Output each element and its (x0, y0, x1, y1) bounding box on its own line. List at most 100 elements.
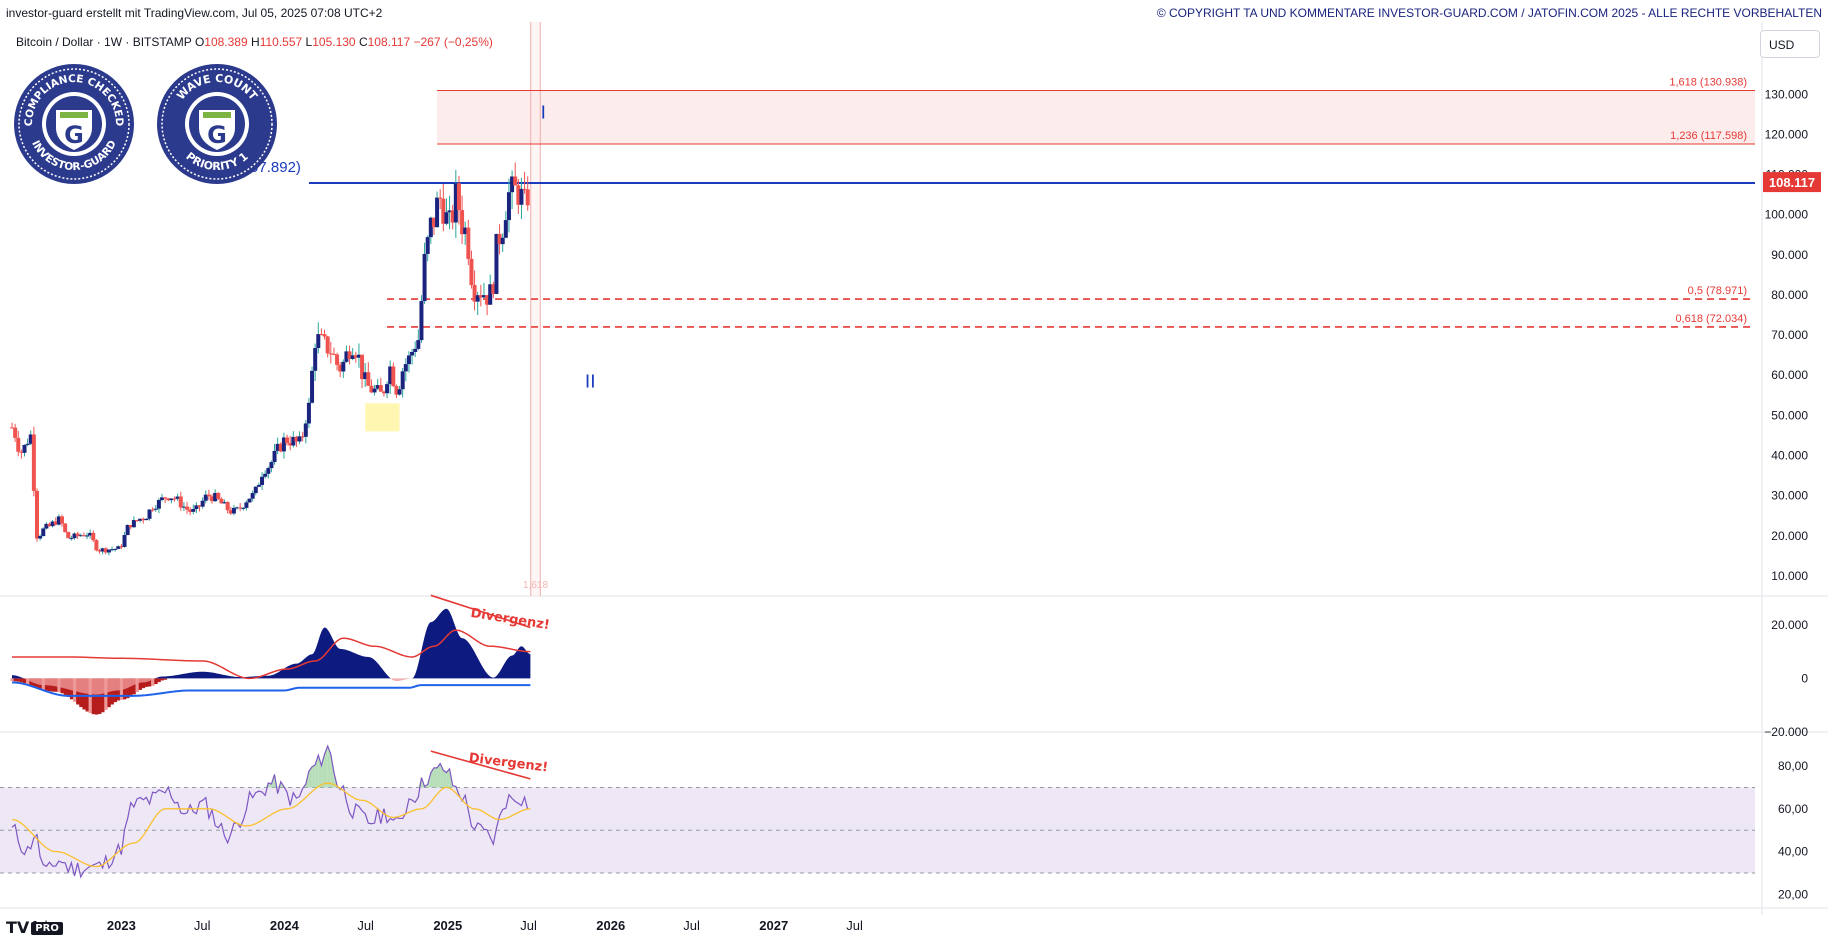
price-tick-label: 90.000 (1771, 248, 1808, 262)
price-tick-label: 130.000 (1765, 87, 1809, 101)
candle-body (53, 521, 58, 525)
candle-body (441, 198, 446, 224)
candle-body (428, 217, 433, 238)
candle-body (272, 450, 277, 463)
candle-body (456, 183, 461, 211)
copyright-text: © COPYRIGHT TA UND KOMMENTARE INVESTOR-G… (1156, 6, 1822, 20)
candle-body (406, 355, 411, 365)
histogram-bar (82, 678, 86, 710)
histogram-bar (132, 678, 136, 695)
candle-body (56, 516, 61, 525)
histogram-bar (160, 678, 164, 681)
candle-body (19, 451, 24, 453)
candle-body (300, 436, 305, 438)
candle-body (519, 188, 524, 205)
candle-body (269, 462, 274, 469)
candle-body (88, 532, 93, 536)
change-value: −267 (−0,25%) (413, 35, 493, 49)
candle-body (172, 498, 177, 500)
macd-baseline (11, 681, 531, 697)
candle-body (466, 227, 471, 259)
candle-body (338, 364, 343, 372)
candle-body (485, 295, 490, 305)
candle-body (194, 505, 199, 510)
symbol-legend[interactable]: Bitcoin / Dollar · 1W · BITSTAMP O108.38… (16, 35, 493, 49)
tradingview-logo[interactable]: TV PRO (6, 918, 63, 937)
candle-body (78, 535, 83, 537)
price-tick-label: 30.000 (1771, 489, 1808, 503)
candle-body (222, 502, 227, 504)
candle-body (206, 494, 211, 497)
candle-body (91, 532, 96, 541)
rsi-tick-label: 40,00 (1778, 845, 1808, 859)
candle-body (185, 506, 190, 510)
candle-body (141, 518, 146, 521)
candle-body (310, 370, 315, 403)
candle-body (391, 366, 396, 387)
rsi-overbought-fill (312, 764, 316, 788)
candle-body (328, 353, 333, 355)
candle-body (175, 496, 180, 499)
candle-body (263, 473, 268, 477)
candle-body (325, 336, 330, 354)
support-zone (365, 403, 400, 432)
candle-body (41, 528, 46, 537)
candle-body (35, 490, 40, 539)
rsi-tick-label: 20,00 (1778, 887, 1808, 901)
candle-body (119, 546, 124, 548)
candle-body (397, 389, 402, 395)
candle-body (422, 253, 427, 302)
candle-body (431, 217, 436, 228)
macd-tick-label: 0 (1801, 671, 1808, 685)
candle-body (385, 384, 390, 394)
pro-badge: PRO (31, 922, 63, 935)
candle-body (213, 492, 218, 502)
histogram-bar (110, 678, 114, 705)
time-tick-label: 2026 (596, 918, 625, 933)
candle-body (369, 385, 374, 393)
candle-body (66, 531, 71, 539)
rsi-overbought-fill (443, 770, 447, 788)
price-tick-label: 70.000 (1771, 328, 1808, 342)
candle-body (238, 507, 243, 509)
candle-body (31, 434, 36, 491)
rsi-overbought-fill (308, 766, 313, 788)
candle-body (169, 498, 174, 501)
currency-button[interactable]: USD (1760, 30, 1820, 58)
time-tick-label: 2024 (270, 918, 300, 933)
close-value: 108.117 (367, 35, 411, 49)
candle-body (435, 197, 440, 228)
candle-body (344, 351, 349, 362)
candle-body (413, 348, 418, 352)
histogram-bar (26, 678, 30, 685)
histogram-bar (104, 678, 108, 710)
candle-body (97, 550, 102, 552)
time-tick-label: Jul (520, 918, 537, 933)
candle-body (347, 351, 352, 359)
candle-body (481, 295, 486, 298)
candle-body (491, 284, 496, 294)
wave-label: II (585, 371, 596, 392)
candle-body (16, 437, 21, 452)
histogram-bar (135, 678, 139, 693)
price-tick-label: 40.000 (1771, 449, 1808, 463)
time-tick-label: 2027 (759, 918, 788, 933)
candle-body (288, 443, 293, 446)
candle-body (366, 372, 371, 386)
candle-body (69, 538, 74, 540)
candle-body (450, 210, 455, 223)
rsi-line (11, 744, 529, 879)
wave-count-badge: G WAVE COUNT PRIORITY 1 (157, 64, 277, 184)
candle-body (81, 535, 86, 537)
publisher-text: investor-guard erstellt mit TradingView.… (6, 6, 383, 20)
time-tick-label: Jul (683, 918, 700, 933)
candle-body (241, 507, 246, 509)
open-label: O (194, 35, 205, 49)
candle-body (350, 355, 355, 359)
histogram-bar (16, 678, 21, 682)
candle-body (353, 355, 358, 358)
candle-body (313, 348, 318, 371)
candle-body (278, 443, 283, 452)
candle-body (516, 185, 521, 205)
